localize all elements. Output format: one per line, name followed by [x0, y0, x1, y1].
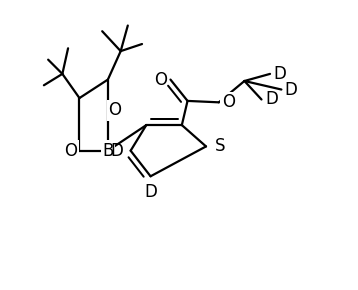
Text: S: S [214, 137, 225, 155]
Text: B: B [102, 142, 113, 160]
Text: O: O [222, 93, 234, 111]
Text: O: O [108, 102, 121, 119]
Text: D: D [265, 90, 278, 108]
Text: O: O [155, 70, 168, 88]
Text: O: O [64, 142, 77, 160]
Text: D: D [274, 65, 286, 83]
Text: D: D [144, 183, 157, 201]
Text: D: D [111, 142, 124, 160]
Text: D: D [285, 81, 298, 99]
